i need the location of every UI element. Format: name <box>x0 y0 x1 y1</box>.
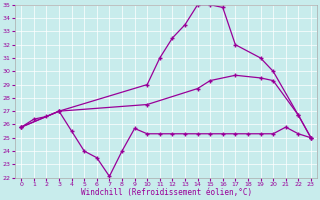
X-axis label: Windchill (Refroidissement éolien,°C): Windchill (Refroidissement éolien,°C) <box>81 188 252 197</box>
